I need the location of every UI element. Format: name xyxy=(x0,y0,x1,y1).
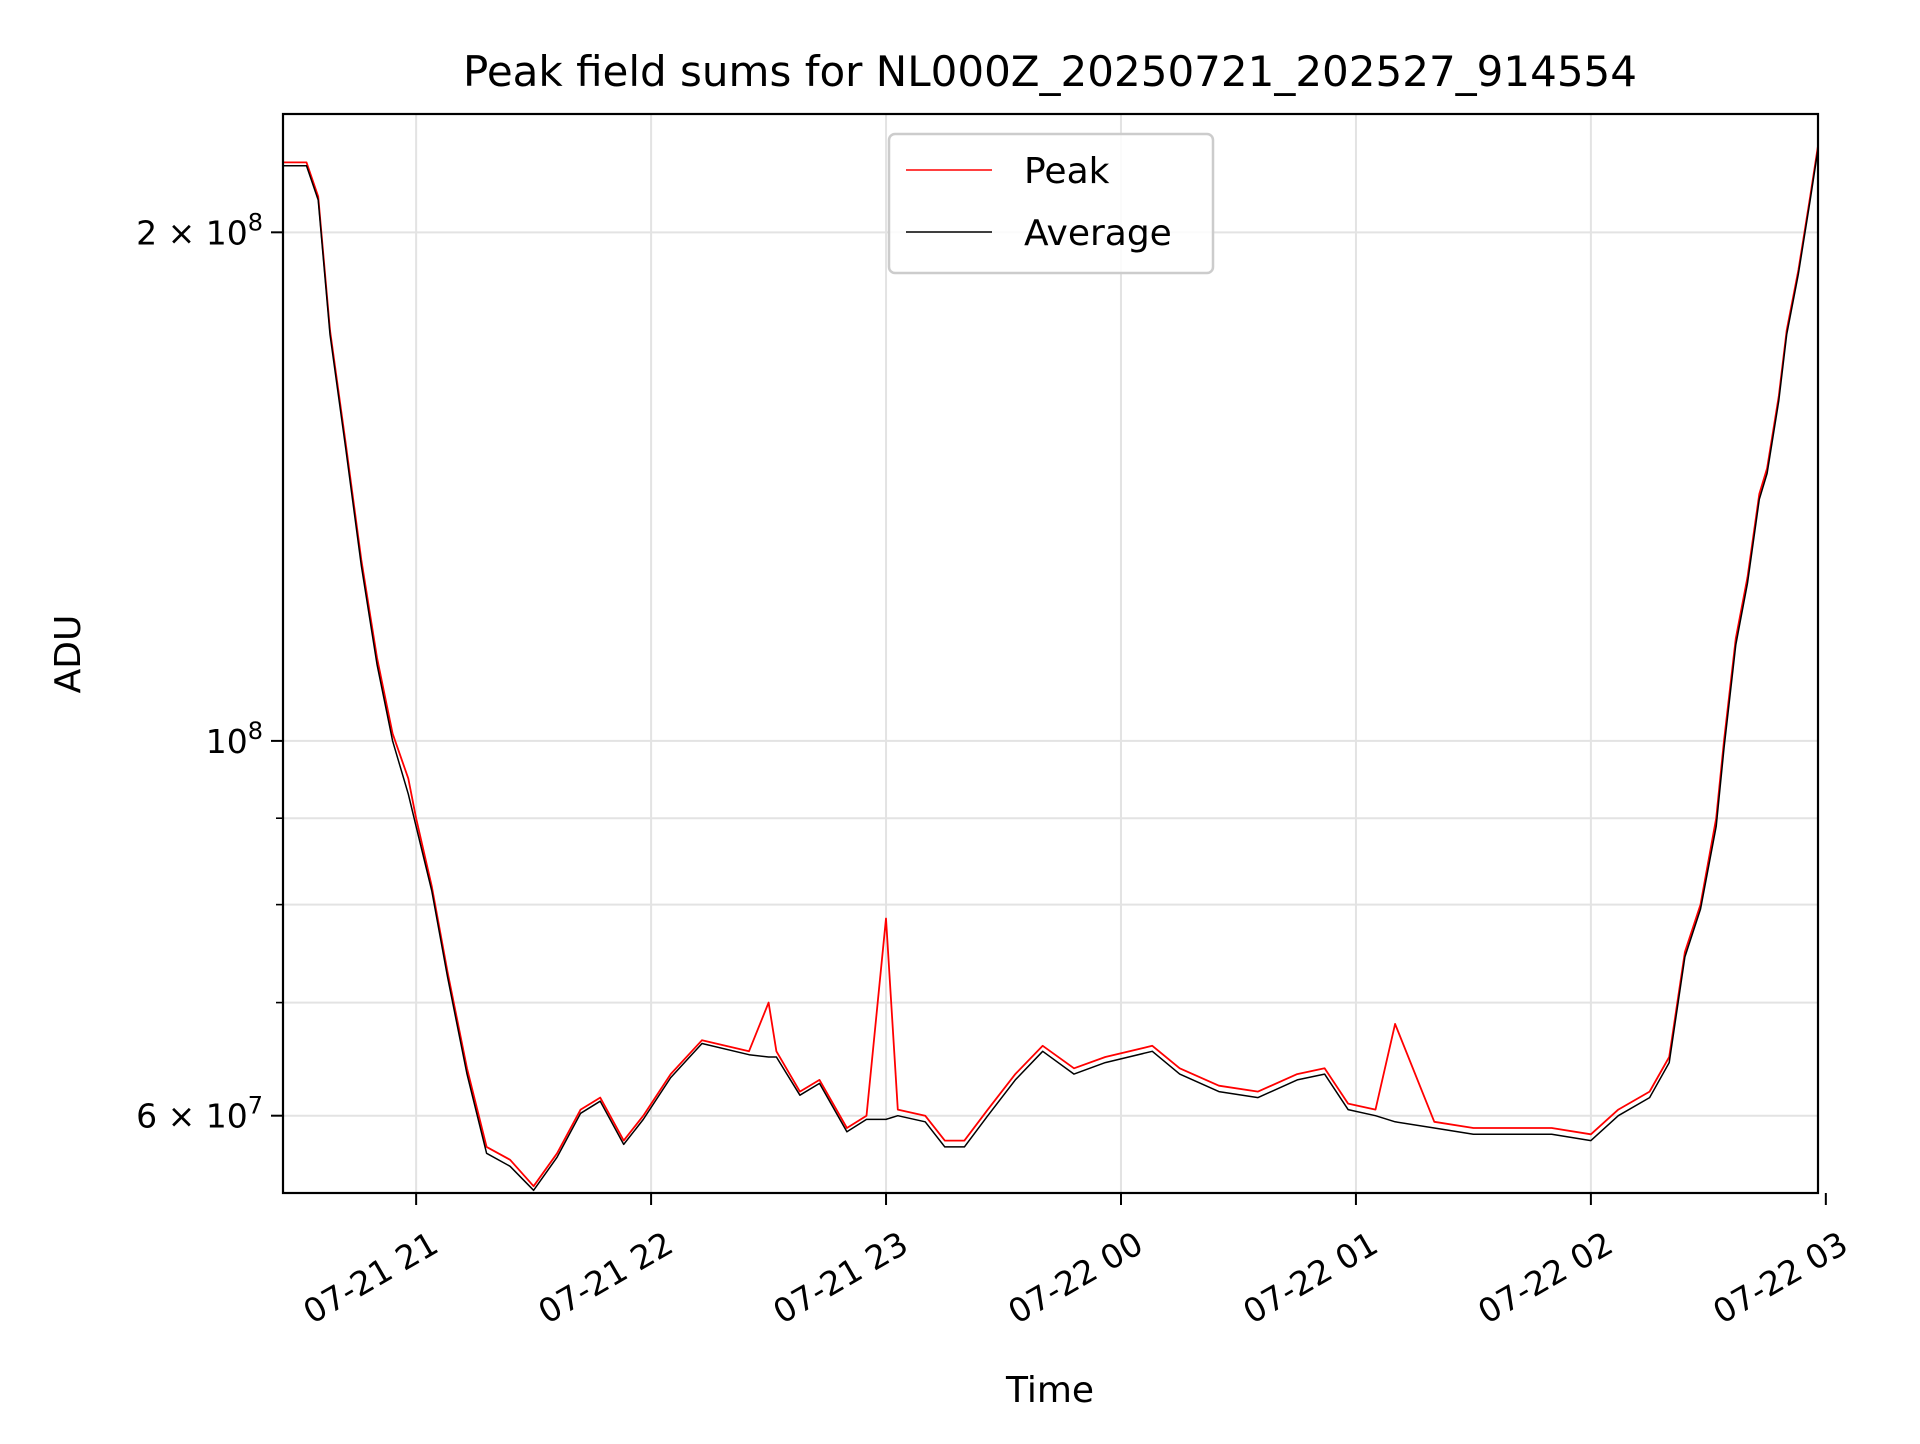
y-tick-label: 2 × 108 xyxy=(136,208,263,252)
legend-label-peak: Peak xyxy=(1024,151,1110,192)
y-axis-label: ADU xyxy=(48,615,89,694)
grid-layer xyxy=(283,114,1818,1193)
plot-area-frame xyxy=(281,112,1820,1195)
legend-label-average: Average xyxy=(1024,213,1172,254)
legend-box xyxy=(887,132,1215,275)
series-line-average xyxy=(283,149,1819,1192)
x-axis-label: Time xyxy=(1005,1370,1094,1411)
legend: Peak Average xyxy=(887,132,1215,275)
y-tick-label: 108 xyxy=(206,717,263,761)
series-line-peak xyxy=(283,145,1819,1188)
series-layer xyxy=(283,145,1819,1192)
chart-title: Peak field sums for NL000Z_20250721_2025… xyxy=(463,47,1637,96)
y-tick-label: 6 × 107 xyxy=(136,1092,263,1136)
